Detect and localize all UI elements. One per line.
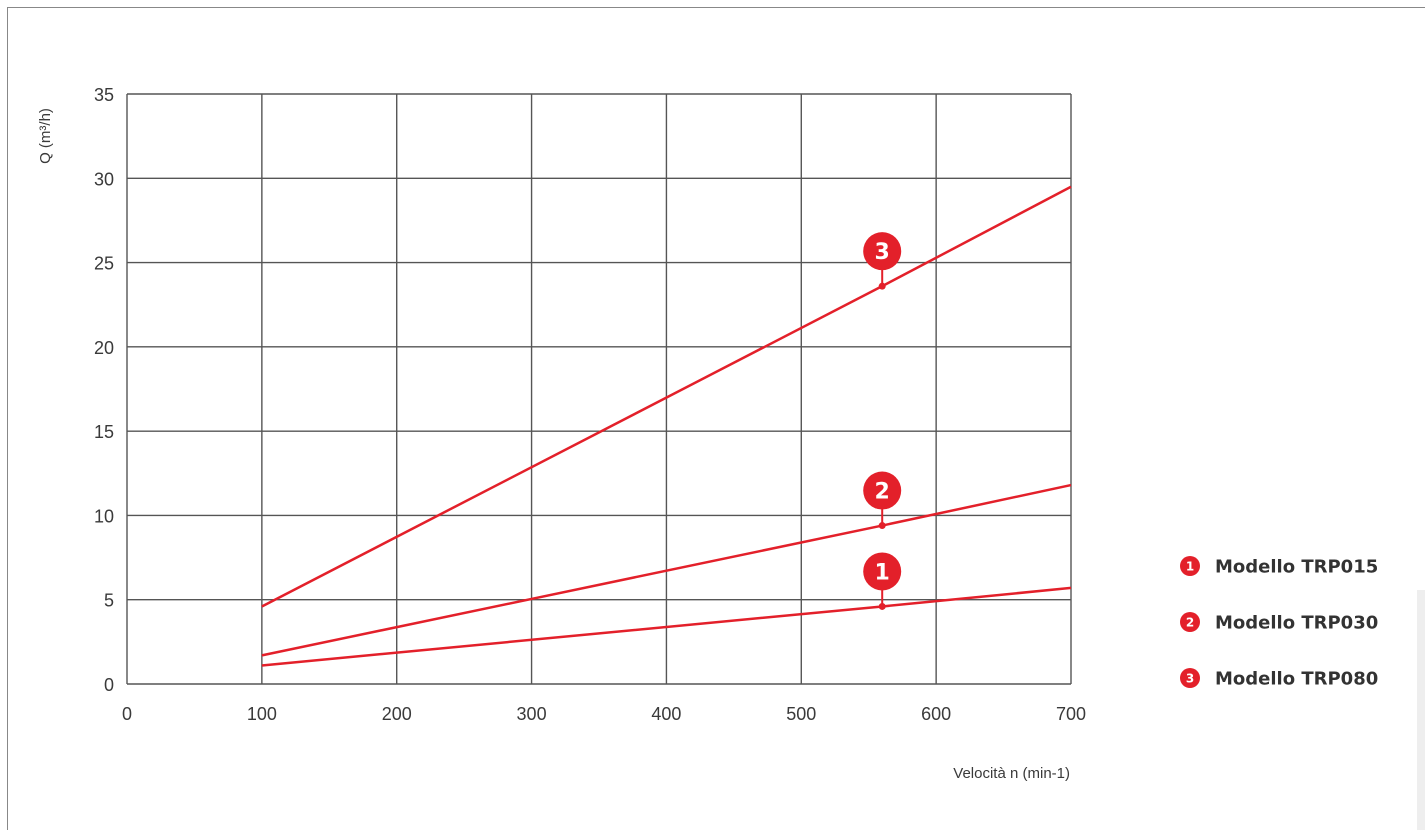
y-tick-1: 5 — [104, 591, 114, 611]
legend-number-2: 2 — [1186, 616, 1194, 630]
legend-badge-1 — [1180, 556, 1200, 576]
y-tick-0: 0 — [104, 675, 114, 695]
y-tick-6: 30 — [94, 169, 114, 189]
x-tick-6: 600 — [921, 704, 951, 724]
x-tick-5: 500 — [786, 704, 816, 724]
legend-label-1: Modello TRP015 — [1215, 557, 1378, 578]
y-tick-5: 25 — [94, 254, 114, 274]
legend-badge-2 — [1180, 612, 1200, 632]
legend-number-1: 1 — [1186, 560, 1194, 574]
legend: 1 Modello TRP015 2 Modello TRP030 3 Modello T… — [1180, 556, 1378, 690]
x-tick-0: 0 — [122, 704, 132, 724]
legend-label-2: Modello TRP030 — [1215, 613, 1378, 634]
x-tick-1: 100 — [247, 704, 277, 724]
legend-number-3: 3 — [1186, 672, 1194, 686]
marker-badge-1 — [863, 552, 902, 591]
y-tick-7: 35 — [94, 85, 114, 105]
x-tick-4: 400 — [651, 704, 681, 724]
series-markers: 1 2 3 — [863, 232, 902, 610]
y-tick-3: 15 — [94, 422, 114, 442]
tick-labels: 0 100 200 300 400 500 600 700 0 5 10 15 20 25 30 35 — [94, 85, 1086, 724]
legend-label-3: Modello TRP080 — [1215, 669, 1378, 690]
x-tick-2: 200 — [382, 704, 412, 724]
grid — [126, 93, 1072, 685]
marker-badge-3 — [863, 232, 902, 271]
marker-label-2: 2 — [875, 480, 890, 505]
legend-badge-3 — [1180, 668, 1200, 688]
chart-frame — [7, 7, 1425, 830]
marker-badge-2 — [863, 471, 902, 510]
y-axis-label: Q (m³/h) — [37, 108, 54, 164]
y-tick-2: 10 — [94, 506, 114, 526]
marker-label-1: 1 — [875, 560, 890, 585]
y-tick-4: 20 — [94, 338, 114, 358]
x-tick-3: 300 — [517, 704, 547, 724]
scrollbar-edge — [1417, 590, 1425, 830]
x-axis-label: Velocità n (min-1) — [953, 765, 1070, 782]
x-tick-7: 700 — [1056, 704, 1086, 724]
marker-label-3: 3 — [875, 240, 890, 265]
